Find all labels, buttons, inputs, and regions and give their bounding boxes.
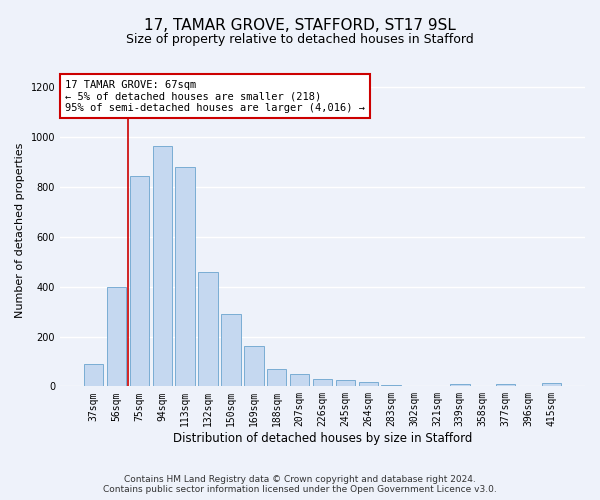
Text: Size of property relative to detached houses in Stafford: Size of property relative to detached ho… xyxy=(126,32,474,46)
Text: 17 TAMAR GROVE: 67sqm
← 5% of detached houses are smaller (218)
95% of semi-deta: 17 TAMAR GROVE: 67sqm ← 5% of detached h… xyxy=(65,80,365,113)
Bar xyxy=(542,382,561,386)
Bar xyxy=(84,364,103,386)
Bar xyxy=(199,272,218,386)
Bar xyxy=(290,374,310,386)
Bar xyxy=(244,346,263,387)
Bar xyxy=(221,314,241,386)
Y-axis label: Number of detached properties: Number of detached properties xyxy=(15,143,25,318)
Text: 17, TAMAR GROVE, STAFFORD, ST17 9SL: 17, TAMAR GROVE, STAFFORD, ST17 9SL xyxy=(144,18,456,32)
Bar xyxy=(335,380,355,386)
Bar xyxy=(152,146,172,386)
Bar xyxy=(130,176,149,386)
Bar xyxy=(313,379,332,386)
Bar xyxy=(450,384,470,386)
X-axis label: Distribution of detached houses by size in Stafford: Distribution of detached houses by size … xyxy=(173,432,472,445)
Bar xyxy=(175,167,195,386)
Bar xyxy=(359,382,378,386)
Text: Contains HM Land Registry data © Crown copyright and database right 2024.: Contains HM Land Registry data © Crown c… xyxy=(124,475,476,484)
Text: Contains public sector information licensed under the Open Government Licence v3: Contains public sector information licen… xyxy=(103,485,497,494)
Bar xyxy=(382,385,401,386)
Bar xyxy=(107,286,126,386)
Bar xyxy=(267,369,286,386)
Bar xyxy=(496,384,515,386)
